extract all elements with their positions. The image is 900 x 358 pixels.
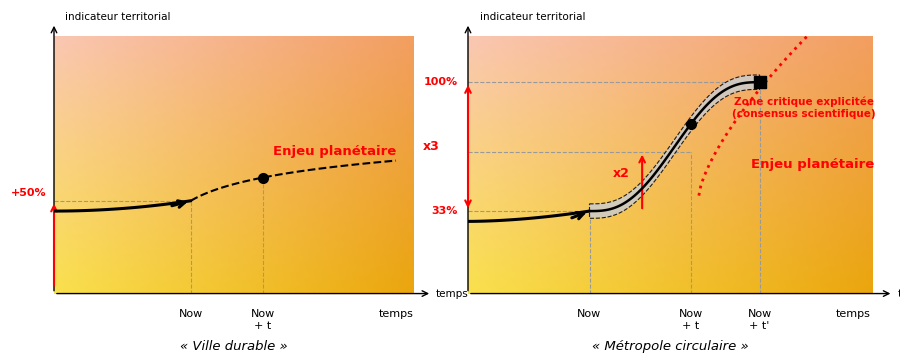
Text: x2: x2: [613, 167, 630, 180]
Text: +50%: +50%: [11, 188, 47, 198]
Text: 33%: 33%: [431, 206, 458, 216]
Polygon shape: [590, 75, 760, 218]
Text: Zone critique explicitée
(consensus scientifique): Zone critique explicitée (consensus scie…: [733, 97, 876, 119]
Text: temps: temps: [835, 309, 870, 319]
Text: temps: temps: [379, 309, 413, 319]
Text: Now
+ t: Now + t: [679, 309, 703, 331]
Text: Now: Now: [578, 309, 601, 319]
Text: 100%: 100%: [424, 77, 458, 87]
Text: indicateur territorial: indicateur territorial: [481, 11, 586, 21]
Text: indicateur territorial: indicateur territorial: [65, 11, 170, 21]
Text: Now: Now: [179, 309, 203, 319]
Text: temps: temps: [436, 289, 468, 299]
Text: Enjeu planétaire: Enjeu planétaire: [751, 158, 874, 171]
Text: x3: x3: [423, 140, 439, 153]
Text: Enjeu planétaire: Enjeu planétaire: [274, 145, 396, 158]
Text: Now
+ t: Now + t: [251, 309, 274, 331]
Text: Now
+ t': Now + t': [748, 309, 771, 331]
Text: « Ville durable »: « Ville durable »: [180, 340, 288, 353]
Text: temps: temps: [897, 289, 900, 299]
Text: « Métropole circulaire »: « Métropole circulaire »: [592, 340, 749, 353]
